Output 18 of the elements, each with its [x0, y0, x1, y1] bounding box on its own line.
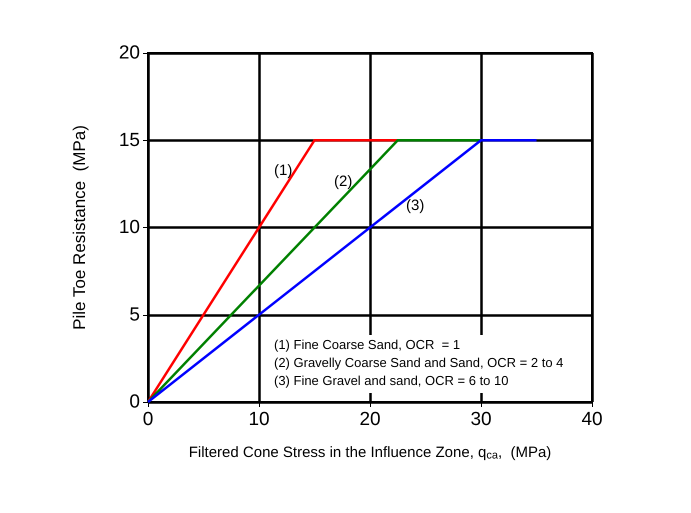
y-tick-label: 20 — [118, 42, 140, 64]
x-tick-label: 10 — [248, 409, 270, 430]
x-axis-title: Filtered Cone Stress in the Influence Zone, qca, (MPa) — [188, 444, 552, 462]
annotation: (3) — [406, 197, 424, 214]
y-tick-label: 10 — [118, 217, 140, 238]
x-tick-label: 20 — [359, 409, 381, 430]
annotation: (1) — [274, 162, 292, 179]
annotation: (2) — [334, 173, 352, 190]
x-tick-label: 40 — [581, 409, 603, 430]
annotation: (3) Fine Gravel and sand, OCR = 6 to 10 — [274, 373, 508, 388]
y-tick-label: 5 — [129, 304, 140, 326]
x-tick-label: 30 — [470, 409, 492, 430]
x-tick-label: 0 — [142, 409, 154, 430]
y-tick-label: 0 — [129, 392, 140, 412]
y-tick-label: 15 — [118, 130, 140, 151]
y-axis-title: Pile Toe Resistance (MPa) — [70, 125, 89, 330]
annotation: (2) Gravelly Coarse Sand and Sand, OCR = 2 to 4 — [274, 355, 564, 370]
annotation: (1) Fine Coarse Sand, OCR = 1 — [274, 337, 460, 352]
